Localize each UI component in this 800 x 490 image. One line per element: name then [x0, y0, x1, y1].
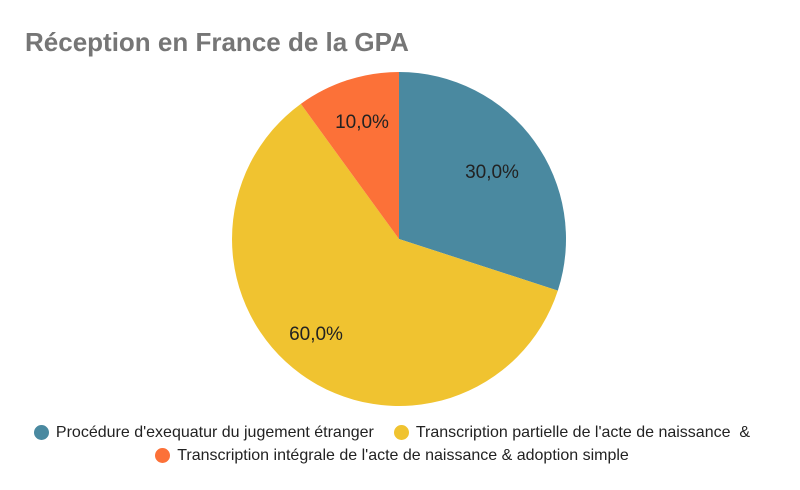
svg-text:10,0%: 10,0%: [335, 112, 389, 133]
svg-text:60,0%: 60,0%: [289, 324, 343, 345]
svg-text:30,0%: 30,0%: [465, 162, 519, 183]
